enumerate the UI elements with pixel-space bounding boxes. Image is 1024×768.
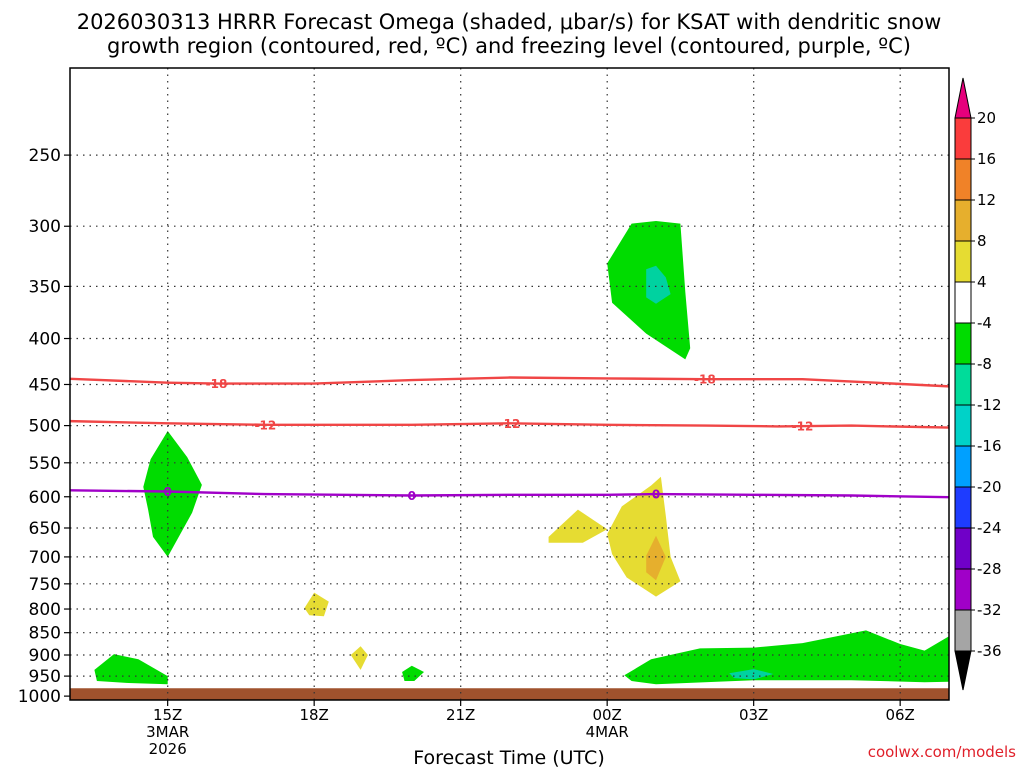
contour-label: -12: [254, 418, 276, 432]
contour-lines: -18 -18 -12 -12 -12 0 0 0: [70, 373, 949, 503]
y-tick-label: 400: [29, 330, 61, 350]
x-tick-label: 03Z: [739, 706, 768, 724]
shaded-region-green-low-right: [624, 630, 949, 685]
x-axis-label: Forecast Time (UTC): [413, 747, 604, 768]
colorbar-label: -20: [977, 478, 1002, 496]
colorbar-label: -24: [977, 519, 1002, 537]
contour-line: [70, 489, 949, 499]
colorbar-label: -4: [977, 314, 992, 332]
y-tick-label: 850: [29, 624, 61, 644]
y-axis: 2503003504004505005506006507007508008509…: [18, 146, 70, 707]
y-tick-label: 600: [29, 488, 61, 508]
y-tick-label: 350: [29, 277, 61, 297]
contour-label: -18: [206, 377, 228, 391]
colorbar-box: [954, 527, 972, 570]
colorbar-box: [954, 363, 972, 406]
y-tick-label: 300: [29, 217, 61, 237]
y-tick-label: 450: [29, 375, 61, 395]
chart-title-line-1: 2026030313 HRRR Forecast Omega (shaded, …: [77, 10, 942, 34]
shaded-region-ground: [70, 688, 949, 700]
shaded-region-teal-upper: [646, 265, 671, 304]
shaded-region-orange-mid: [646, 535, 666, 581]
colorbar-label: -32: [977, 601, 1002, 619]
contour-label: 0: [408, 489, 416, 503]
x-tick-label: 06Z: [885, 706, 914, 724]
y-tick-label: 900: [29, 646, 61, 666]
colorbar-box: [954, 240, 972, 283]
colorbar-box: [954, 281, 972, 324]
colorbar-box: [954, 609, 972, 652]
colorbar-label: 12: [977, 191, 996, 209]
colorbar-top-arrow: [954, 77, 972, 119]
colorbar-label: -16: [977, 437, 1002, 455]
contour-label: 0: [163, 485, 171, 499]
y-tick-label: 250: [29, 146, 61, 166]
grid-lines: [70, 68, 949, 700]
colorbar-bottom-arrow: [954, 650, 972, 691]
colorbar-label: -12: [977, 396, 1002, 414]
y-tick-label: 1000: [18, 687, 61, 707]
colorbar-label: 16: [977, 150, 996, 168]
shaded-regions: [70, 221, 949, 700]
colorbar-label: -36: [977, 642, 1002, 660]
colorbar-label: -8: [977, 355, 992, 373]
x-tick-label: 4MAR: [586, 723, 629, 741]
x-tick-label: 2026: [149, 740, 187, 758]
colorbar-box: [954, 486, 972, 529]
colorbar-box: [954, 404, 972, 447]
shaded-region-yellow-mid-left: [548, 509, 608, 543]
shaded-region-green-blob-3: [402, 665, 424, 681]
contour-label: -12: [499, 417, 521, 431]
x-tick-label: 00Z: [592, 706, 621, 724]
shaded-region-yellow-mid-right: [607, 476, 681, 597]
x-tick-label: 3MAR: [146, 723, 189, 741]
colorbar: 20 16 12 8 4 -4 -8 -12 -16 -20 -24 -28 -32 -36: [954, 77, 1002, 691]
y-tick-label: 700: [29, 548, 61, 568]
contour-line: [70, 419, 949, 429]
contour-label: -18: [694, 373, 716, 387]
colorbar-label: -28: [977, 560, 1002, 578]
x-tick-label: 18Z: [299, 706, 328, 724]
y-tick-label: 950: [29, 667, 61, 687]
watermark-text: coolwx.com/models: [868, 743, 1016, 761]
colorbar-box: [954, 322, 972, 365]
y-tick-label: 750: [29, 575, 61, 595]
colorbar-box: [954, 445, 972, 488]
x-tick-label: 15Z: [153, 706, 182, 724]
contour-label: 0: [652, 488, 660, 502]
colorbar-label: 20: [977, 109, 996, 127]
shaded-region-teal-low-right: [729, 669, 774, 680]
y-tick-label: 650: [29, 519, 61, 539]
colorbar-label: 4: [977, 273, 987, 291]
colorbar-box: [954, 199, 972, 242]
x-tick-label: 21Z: [446, 706, 475, 724]
colorbar-box: [954, 568, 972, 611]
contour-line: [70, 376, 949, 388]
chart-title-line-2: growth region (contoured, red, ºC) and f…: [107, 34, 911, 58]
shaded-region-yellow-blob-1: [304, 592, 329, 617]
y-tick-label: 550: [29, 454, 61, 474]
shaded-region-green-low-left: [94, 654, 168, 685]
shaded-region-yellow-blob-2: [350, 646, 368, 670]
contour-label: -12: [792, 420, 814, 434]
colorbar-box: [954, 117, 972, 160]
colorbar-box: [954, 158, 972, 201]
y-tick-label: 800: [29, 600, 61, 620]
colorbar-label: 8: [977, 232, 987, 250]
y-tick-label: 500: [29, 417, 61, 437]
